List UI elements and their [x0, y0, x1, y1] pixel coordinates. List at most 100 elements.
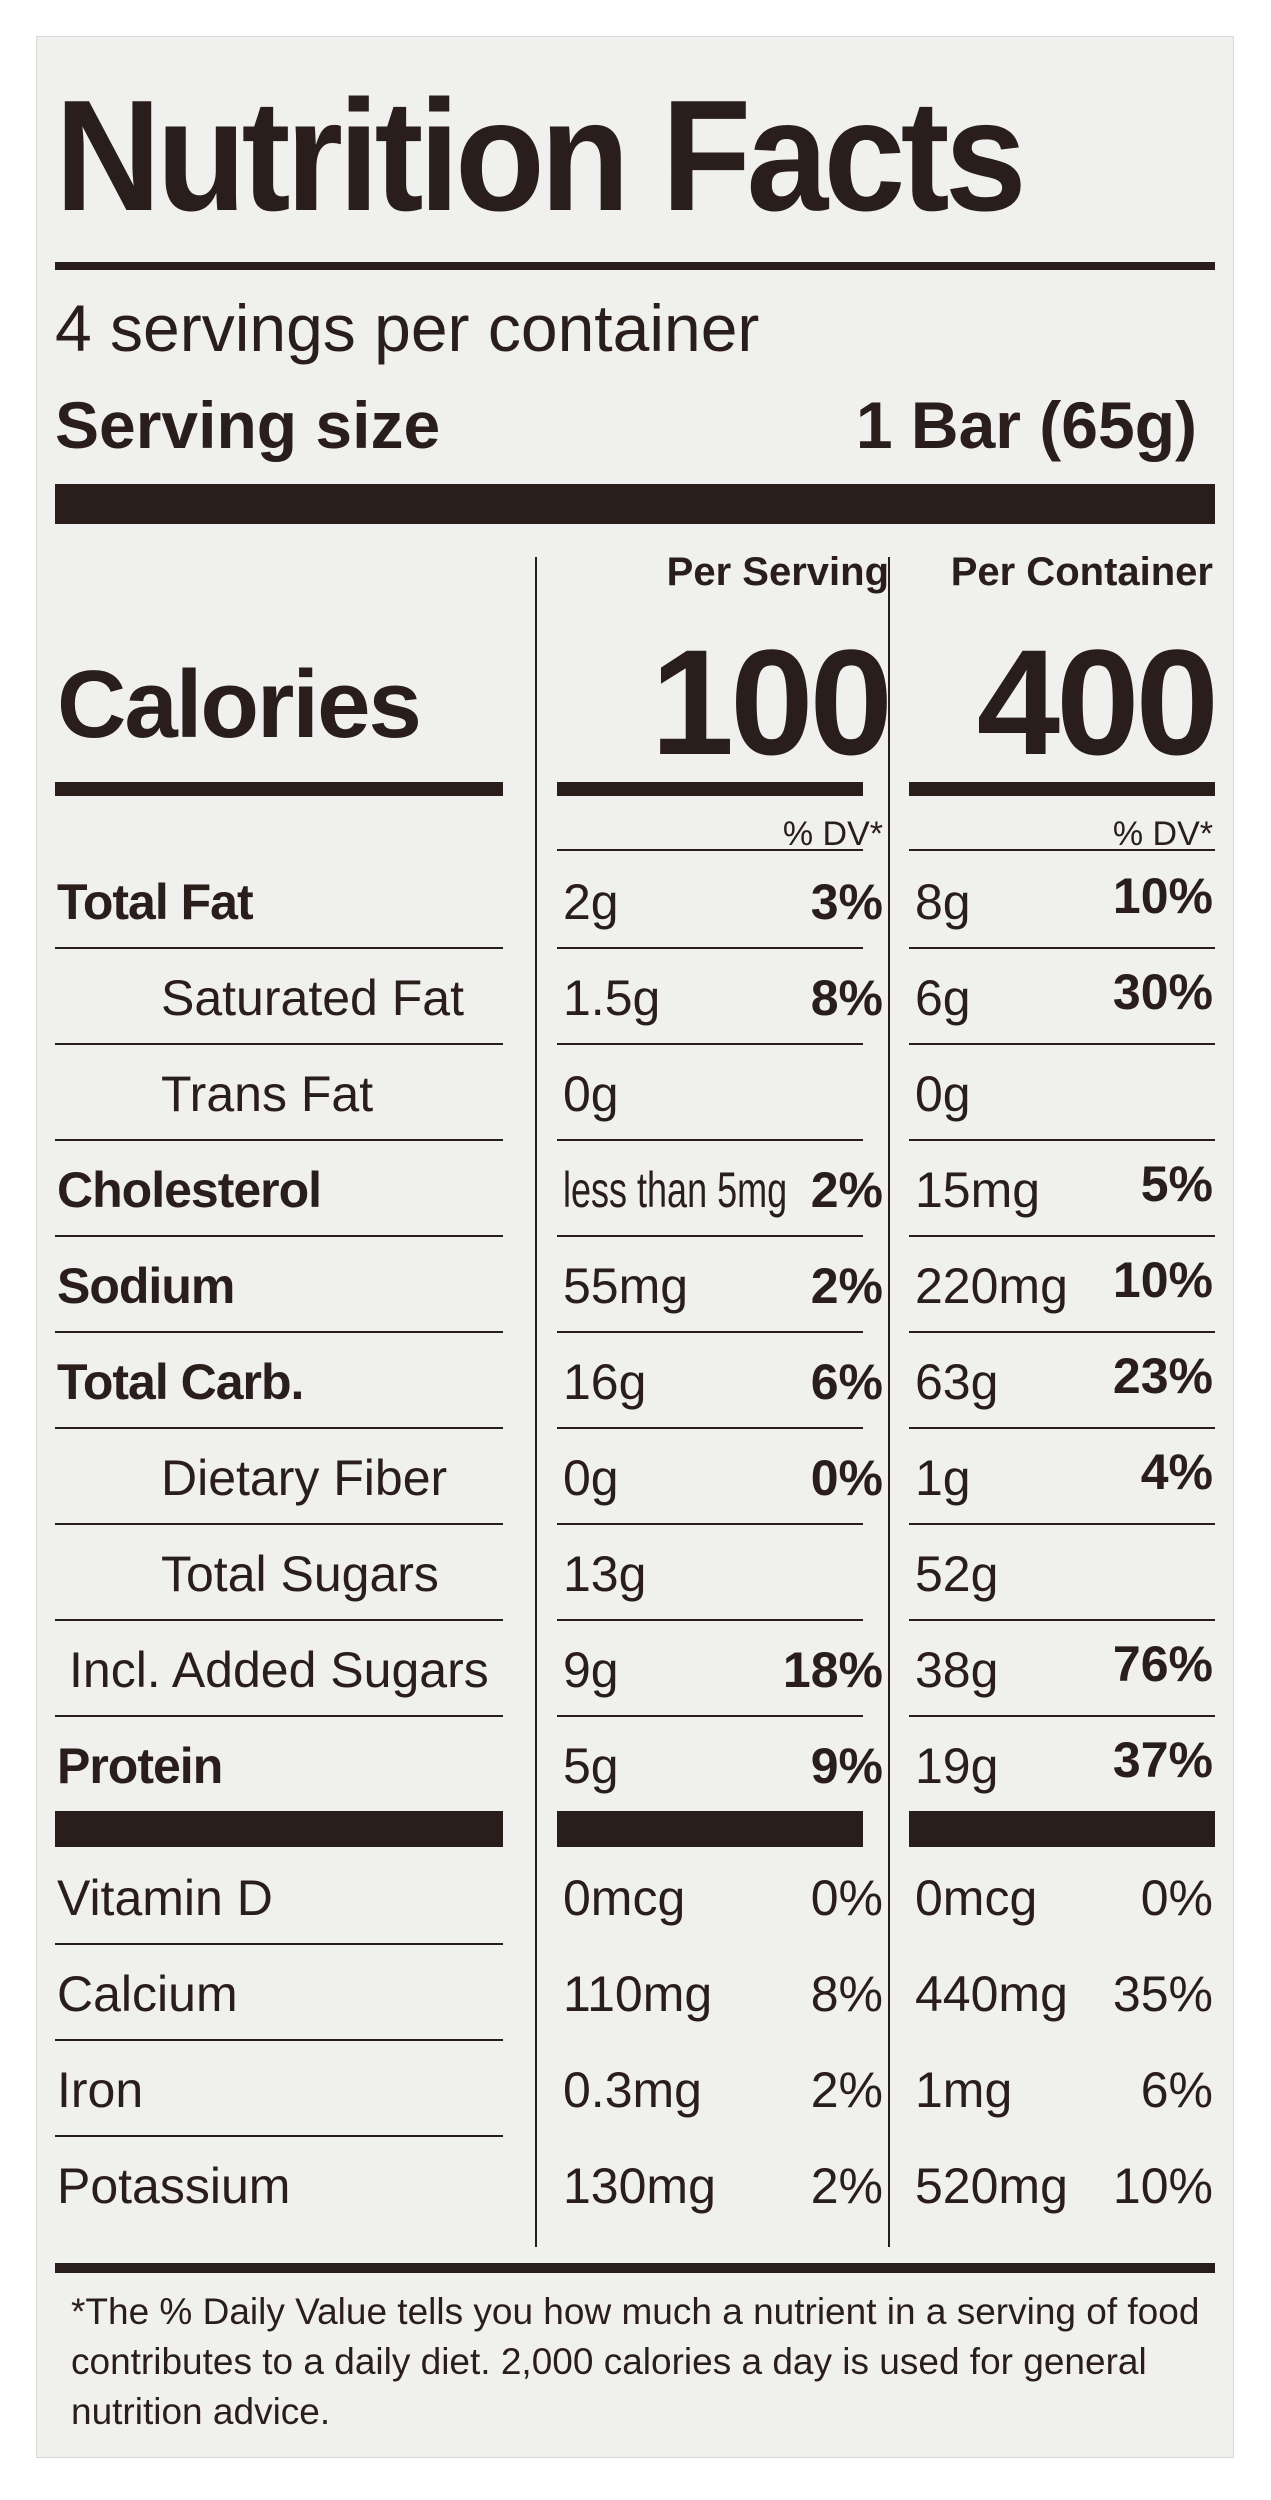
row-divider — [55, 1235, 503, 1237]
servings-per-container: 4 servings per container — [55, 291, 760, 365]
row-divider — [909, 1235, 1215, 1237]
serving-size-value: 1 Bar (65g) — [855, 388, 1197, 462]
row-divider — [557, 1043, 863, 1045]
container-dv: 30% — [1112, 964, 1213, 1020]
serving-amount: less than 5mg — [563, 1162, 788, 1218]
vitamin-thick-rule-mid — [557, 1811, 863, 1847]
vitamin-container-amount: 520mg — [915, 2158, 1068, 2214]
vitamin-container-dv: 0% — [1140, 1870, 1213, 1926]
calories-per-serving: 100 — [650, 618, 893, 786]
row-divider — [909, 1043, 1215, 1045]
serving-amount: 55mg — [563, 1258, 689, 1314]
row-divider — [557, 1235, 863, 1237]
column-divider-2 — [888, 557, 890, 2247]
vitamin-container-dv: 6% — [1140, 2062, 1213, 2118]
serving-dv: 2% — [810, 1258, 883, 1314]
container-dv: 5% — [1140, 1156, 1213, 1212]
vitamin-divider — [55, 1943, 503, 1945]
vitamin-serving-amount: 130mg — [563, 2158, 716, 2214]
vitamin-container-dv: 10% — [1112, 2158, 1213, 2214]
row-divider — [55, 1043, 503, 1045]
nutrient-label: Protein — [57, 1738, 223, 1794]
container-amount: 1g — [915, 1450, 971, 1506]
calories-rule-right — [909, 782, 1215, 796]
row-divider — [909, 1331, 1215, 1333]
container-amount: 220mg — [915, 1258, 1068, 1314]
per-container-header: Per Container — [950, 550, 1213, 594]
calories-rule-left — [55, 782, 503, 796]
row-divider — [55, 1331, 503, 1333]
serving-dv: 2% — [810, 1162, 883, 1218]
vitamin-serving-amount: 0mcg — [563, 1870, 686, 1926]
nutrient-label: Cholesterol — [57, 1162, 322, 1218]
dv-header-container: % DV* — [1112, 815, 1213, 853]
per-serving-header: Per Serving — [666, 550, 889, 594]
vitamin-serving-dv: 2% — [810, 2158, 883, 2214]
nutrient-label: Incl. Added Sugars — [69, 1642, 489, 1698]
container-dv: 4% — [1140, 1444, 1213, 1500]
nutrient-label: Dietary Fiber — [161, 1450, 448, 1506]
nutrient-label: Trans Fat — [161, 1066, 374, 1122]
container-amount: 19g — [915, 1738, 999, 1794]
bottom-rule — [55, 2263, 1215, 2273]
row-divider — [55, 1427, 503, 1429]
title-rule — [55, 262, 1215, 270]
dv-rule-container — [909, 849, 1215, 851]
nutrient-label: Total Carb. — [57, 1354, 304, 1410]
container-amount: 15mg — [915, 1162, 1041, 1218]
serving-dv: 3% — [810, 874, 883, 930]
nutrient-label: Sodium — [57, 1258, 235, 1314]
container-amount: 52g — [915, 1546, 999, 1602]
row-divider — [909, 947, 1215, 949]
serving-dv: 9% — [810, 1738, 883, 1794]
column-divider-1 — [535, 557, 537, 2247]
row-divider — [557, 1619, 863, 1621]
row-divider — [55, 1523, 503, 1525]
row-divider — [909, 1139, 1215, 1141]
row-divider — [557, 1139, 863, 1141]
nutrient-label: Total Fat — [57, 874, 254, 930]
calories-per-container: 400 — [976, 618, 1219, 786]
nutrition-facts-panel: Nutrition Facts 4 servings per container… — [36, 36, 1234, 2458]
vitamin-serving-dv: 0% — [810, 1870, 883, 1926]
serving-thick-rule — [55, 484, 1215, 524]
serving-amount: 2g — [563, 874, 619, 930]
container-amount: 8g — [915, 874, 971, 930]
vitamin-serving-amount: 110mg — [563, 1966, 713, 2022]
serving-dv: 18% — [782, 1642, 883, 1698]
vitamin-label: Potassium — [57, 2158, 291, 2214]
container-dv: 23% — [1112, 1348, 1213, 1404]
row-divider — [55, 947, 503, 949]
row-divider — [557, 1523, 863, 1525]
container-amount: 0g — [915, 1066, 971, 1122]
vitamin-label: Calcium — [57, 1966, 238, 2022]
serving-amount: 16g — [563, 1354, 647, 1410]
serving-amount: 13g — [563, 1546, 647, 1602]
container-amount: 63g — [915, 1354, 999, 1410]
vitamin-container-amount: 440mg — [915, 1966, 1068, 2022]
vitamin-thick-rule-left — [55, 1811, 503, 1847]
row-divider — [557, 1331, 863, 1333]
serving-amount: 1.5g — [563, 970, 661, 1026]
container-dv: 10% — [1112, 1252, 1213, 1308]
vitamin-serving-dv: 2% — [810, 2062, 883, 2118]
row-divider — [909, 1427, 1215, 1429]
vitamin-label: Vitamin D — [57, 1870, 273, 1926]
container-dv: 76% — [1112, 1636, 1213, 1692]
row-divider — [909, 1715, 1215, 1717]
vitamin-divider — [55, 2039, 503, 2041]
row-divider — [909, 1619, 1215, 1621]
vitamin-container-amount: 1mg — [915, 2062, 1013, 2118]
row-divider — [557, 1715, 863, 1717]
container-dv: 37% — [1112, 1732, 1213, 1788]
serving-size-label: Serving size — [55, 388, 441, 462]
dv-rule-serving — [557, 849, 863, 851]
nutrient-label: Total Sugars — [161, 1546, 439, 1602]
row-divider — [557, 947, 863, 949]
vitamin-serving-dv: 8% — [810, 1966, 883, 2022]
vitamin-thick-rule-right — [909, 1811, 1215, 1847]
vitamin-serving-amount: 0.3mg — [563, 2062, 702, 2118]
vitamin-container-dv: 35% — [1112, 1966, 1213, 2022]
row-divider — [55, 1139, 503, 1141]
row-divider — [55, 1619, 503, 1621]
